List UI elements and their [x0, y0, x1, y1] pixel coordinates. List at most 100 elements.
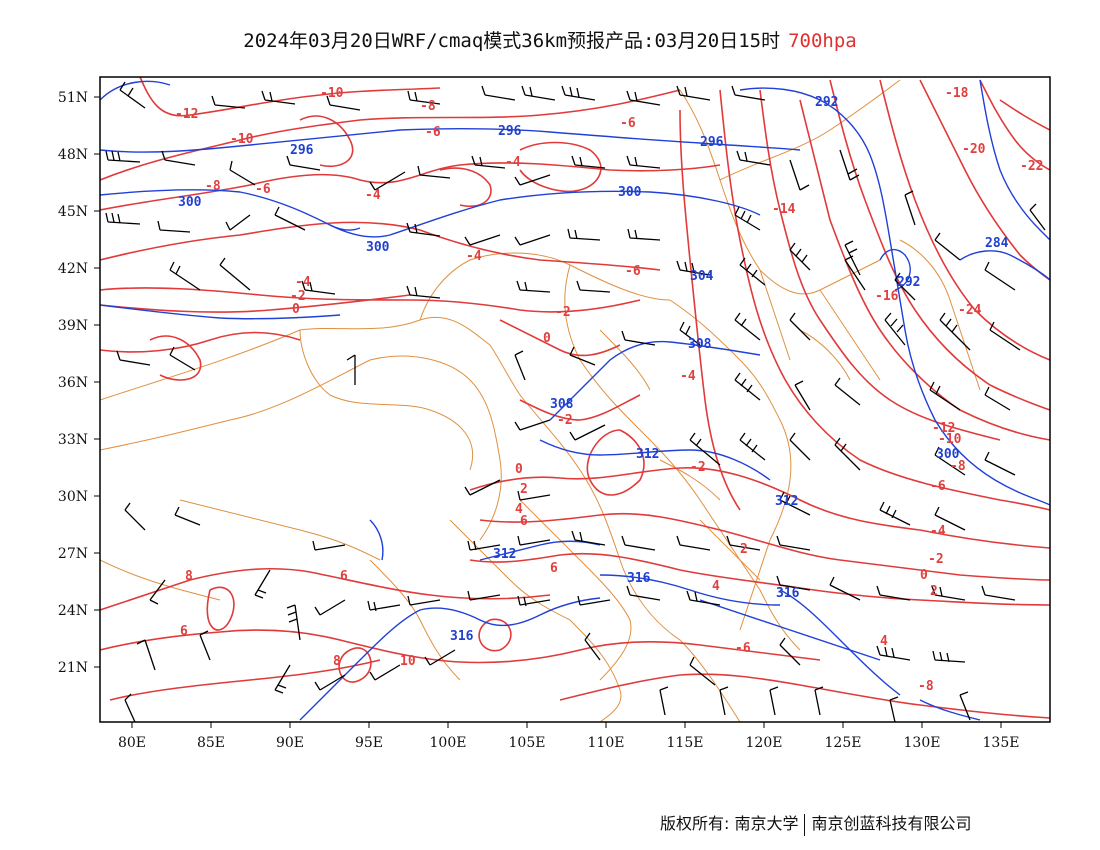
temp-label: 2	[520, 482, 528, 497]
longitude-axis: 80E 85E 90E 95E 100E 105E 110E 115E 120E…	[118, 722, 1020, 751]
temp-label: -4	[680, 369, 696, 384]
lon-label: 120E	[746, 735, 783, 751]
temp-label: 4	[880, 634, 888, 649]
lat-label: 21N	[58, 660, 88, 676]
lon-label: 85E	[197, 735, 225, 751]
temp-label: -6	[930, 479, 946, 494]
lat-label: 51N	[58, 90, 88, 106]
temp-label: 2	[740, 542, 748, 557]
temp-label: -4	[505, 155, 521, 170]
temp-label: -2	[928, 552, 944, 567]
temp-label: 8	[185, 569, 193, 584]
temp-label: 6	[340, 569, 348, 584]
height-label: 308	[688, 337, 712, 352]
temp-label: -6	[625, 264, 641, 279]
lat-label: 24N	[58, 603, 88, 619]
height-label: 300	[366, 240, 390, 255]
height-label: 312	[775, 494, 798, 509]
temperature-contours	[100, 77, 1050, 719]
temp-label: 6	[520, 514, 528, 529]
lon-label: 115E	[667, 735, 704, 751]
lat-label: 39N	[58, 318, 88, 334]
temp-label: -12	[175, 107, 198, 122]
height-label: 296	[700, 135, 724, 150]
lon-label: 130E	[904, 735, 941, 751]
copyright-footer: 版权所有: 南京大学 南京创蓝科技有限公司	[660, 810, 972, 836]
temp-label: 0	[515, 462, 523, 477]
temp-label: -8	[918, 679, 934, 694]
lon-label: 95E	[355, 735, 383, 751]
height-label: 316	[627, 571, 651, 586]
temp-label: -20	[962, 142, 986, 157]
footer-divider	[804, 813, 806, 836]
temp-label: -2	[290, 289, 306, 304]
height-label: 300	[936, 447, 960, 462]
temp-label: -6	[735, 641, 751, 656]
temp-label: 0	[292, 302, 300, 317]
country-province-boundaries	[100, 79, 981, 722]
temp-label: 2	[930, 584, 938, 599]
lat-label: 30N	[58, 489, 88, 505]
lon-label: 100E	[430, 735, 467, 751]
temp-label: -16	[875, 289, 899, 304]
temp-label: -8	[420, 99, 436, 114]
height-label: 300	[618, 185, 642, 200]
temp-label: -8	[950, 459, 966, 474]
temp-label: -10	[938, 432, 962, 447]
temp-label: -22	[1020, 159, 1043, 174]
height-label: 296	[290, 143, 314, 158]
title-text: 2024年03月20日WRF/cmaq模式36km预报产品:03月20日15时	[243, 30, 781, 52]
lon-label: 105E	[509, 735, 546, 751]
latitude-axis: 51N 48N 45N 42N 39N 36N 33N 30N 27N 24N …	[58, 90, 100, 676]
height-label: 292	[897, 275, 920, 290]
lon-label: 110E	[588, 735, 625, 751]
temp-label: -6	[425, 125, 441, 140]
temp-label: 6	[550, 561, 558, 576]
height-label: 284	[985, 236, 1009, 251]
lat-label: 45N	[58, 204, 88, 220]
height-label: 308	[550, 397, 574, 412]
lat-label: 36N	[58, 375, 88, 391]
temp-label: -6	[620, 116, 636, 131]
lat-label: 33N	[58, 432, 88, 448]
copyright-owner: 版权所有: 南京大学	[660, 814, 799, 833]
temp-label: -6	[255, 182, 271, 197]
temp-label: 4	[515, 502, 523, 517]
height-contours	[100, 79, 1050, 721]
temp-label: 6	[180, 624, 188, 639]
lon-label: 80E	[118, 735, 146, 751]
height-label: 292	[815, 95, 838, 110]
height-label: 300	[178, 195, 202, 210]
temp-label: 8	[333, 654, 341, 669]
temp-label: -2	[690, 460, 706, 475]
temp-label: -24	[958, 303, 982, 318]
temp-label: -14	[772, 202, 796, 217]
pressure-level-label: 700hpa	[788, 30, 857, 52]
lon-label: 125E	[825, 735, 862, 751]
height-label: 316	[776, 586, 800, 601]
map-frame	[99, 76, 1051, 723]
lat-label: 42N	[58, 261, 88, 277]
temp-label: 10	[400, 654, 416, 669]
copyright-company: 南京创蓝科技有限公司	[811, 814, 972, 833]
height-contour-labels: 296 296 296 300 300 300 304 308 308 312 …	[178, 95, 1009, 644]
temp-label: 4	[712, 579, 720, 594]
height-label: 312	[636, 447, 659, 462]
temperature-contour-labels: -12 -10 -10 -8 -8 -6 -6 -6 -4 -4 -4 -4 -…	[175, 86, 1043, 694]
wind-barbs	[105, 81, 1046, 722]
temp-label: 0	[920, 568, 928, 583]
lon-label: 135E	[983, 735, 1020, 751]
lat-label: 27N	[58, 546, 88, 562]
temp-label: -2	[555, 305, 571, 320]
temp-label: -4	[365, 188, 381, 203]
temp-label: -12	[932, 421, 955, 436]
temp-label: -8	[205, 179, 221, 194]
temp-label: -2	[557, 413, 573, 428]
height-label: 312	[493, 547, 516, 562]
height-label: 316	[450, 629, 474, 644]
temp-label: -4	[295, 275, 311, 290]
temp-label: -18	[945, 86, 969, 101]
temp-label: -4	[466, 249, 482, 264]
lon-label: 90E	[276, 735, 304, 751]
